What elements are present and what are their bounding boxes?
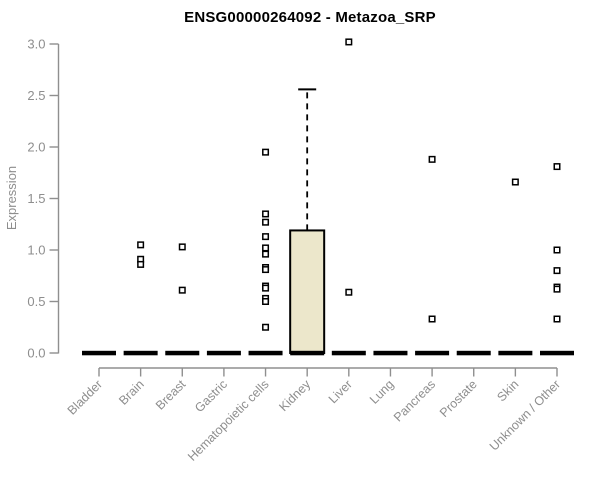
y-tick-label: 0.0 bbox=[27, 346, 45, 361]
median-line bbox=[290, 350, 325, 356]
outlier-point bbox=[262, 250, 270, 258]
outlier-point bbox=[262, 233, 270, 241]
median-line bbox=[82, 350, 116, 356]
y-tick-label: 2.5 bbox=[27, 88, 45, 103]
x-tick-label: Pancreas bbox=[391, 377, 438, 424]
median-line bbox=[248, 350, 283, 356]
outlier-point bbox=[345, 38, 353, 46]
y-tick-label: 1.5 bbox=[27, 191, 45, 206]
outlier-point bbox=[262, 323, 270, 331]
outlier-point bbox=[428, 155, 436, 163]
outlier-point bbox=[553, 285, 561, 293]
x-tick-label: Breast bbox=[153, 377, 189, 413]
outlier-point bbox=[262, 284, 270, 292]
outlier-point bbox=[262, 266, 270, 274]
y-tick-label: 2.0 bbox=[27, 140, 45, 155]
y-tick-label: 3.0 bbox=[27, 37, 45, 52]
outlier-point bbox=[178, 243, 186, 251]
x-tick-label: Prostate bbox=[437, 377, 480, 420]
x-tick-label: Brain bbox=[116, 377, 147, 408]
outlier-point bbox=[262, 148, 270, 156]
x-tick-label: Hematopoietic cells bbox=[185, 377, 272, 464]
outlier-point bbox=[137, 241, 145, 249]
y-tick-label: 1.0 bbox=[27, 243, 45, 258]
outlier-point bbox=[553, 163, 561, 171]
outlier-point bbox=[178, 286, 186, 294]
median-line bbox=[206, 350, 241, 356]
outlier-point bbox=[137, 260, 145, 268]
outlier-point bbox=[553, 315, 561, 323]
outlier-point bbox=[511, 178, 519, 186]
outlier-point bbox=[553, 246, 561, 254]
y-tick-label: 0.5 bbox=[27, 294, 45, 309]
outlier-point bbox=[428, 315, 436, 323]
outlier-point bbox=[262, 210, 270, 218]
outlier-point bbox=[262, 218, 270, 226]
y-axis-label: Expression bbox=[4, 166, 19, 230]
x-tick-label: Gastric bbox=[192, 377, 230, 415]
chart-title: ENSG00000264092 - Metazoa_SRP bbox=[184, 9, 436, 26]
median-line bbox=[165, 350, 200, 356]
outlier-point bbox=[345, 288, 353, 296]
outlier-point bbox=[262, 298, 270, 305]
x-tick-label: Liver bbox=[326, 377, 355, 406]
median-line bbox=[498, 350, 533, 356]
box bbox=[289, 229, 326, 354]
x-tick-label: Bladder bbox=[65, 377, 105, 417]
median-line bbox=[540, 350, 574, 356]
median-line bbox=[456, 350, 491, 356]
median-line bbox=[373, 350, 408, 356]
outlier-point bbox=[262, 244, 270, 252]
median-line bbox=[123, 350, 158, 356]
x-tick-label: Kidney bbox=[276, 377, 313, 414]
x-tick-label: Skin bbox=[494, 377, 521, 404]
median-line bbox=[331, 350, 366, 356]
x-tick-label: Lung bbox=[367, 377, 397, 407]
median-line bbox=[415, 350, 450, 356]
x-tick-label: Unknown / Other bbox=[487, 377, 563, 453]
outlier-point bbox=[553, 267, 561, 275]
